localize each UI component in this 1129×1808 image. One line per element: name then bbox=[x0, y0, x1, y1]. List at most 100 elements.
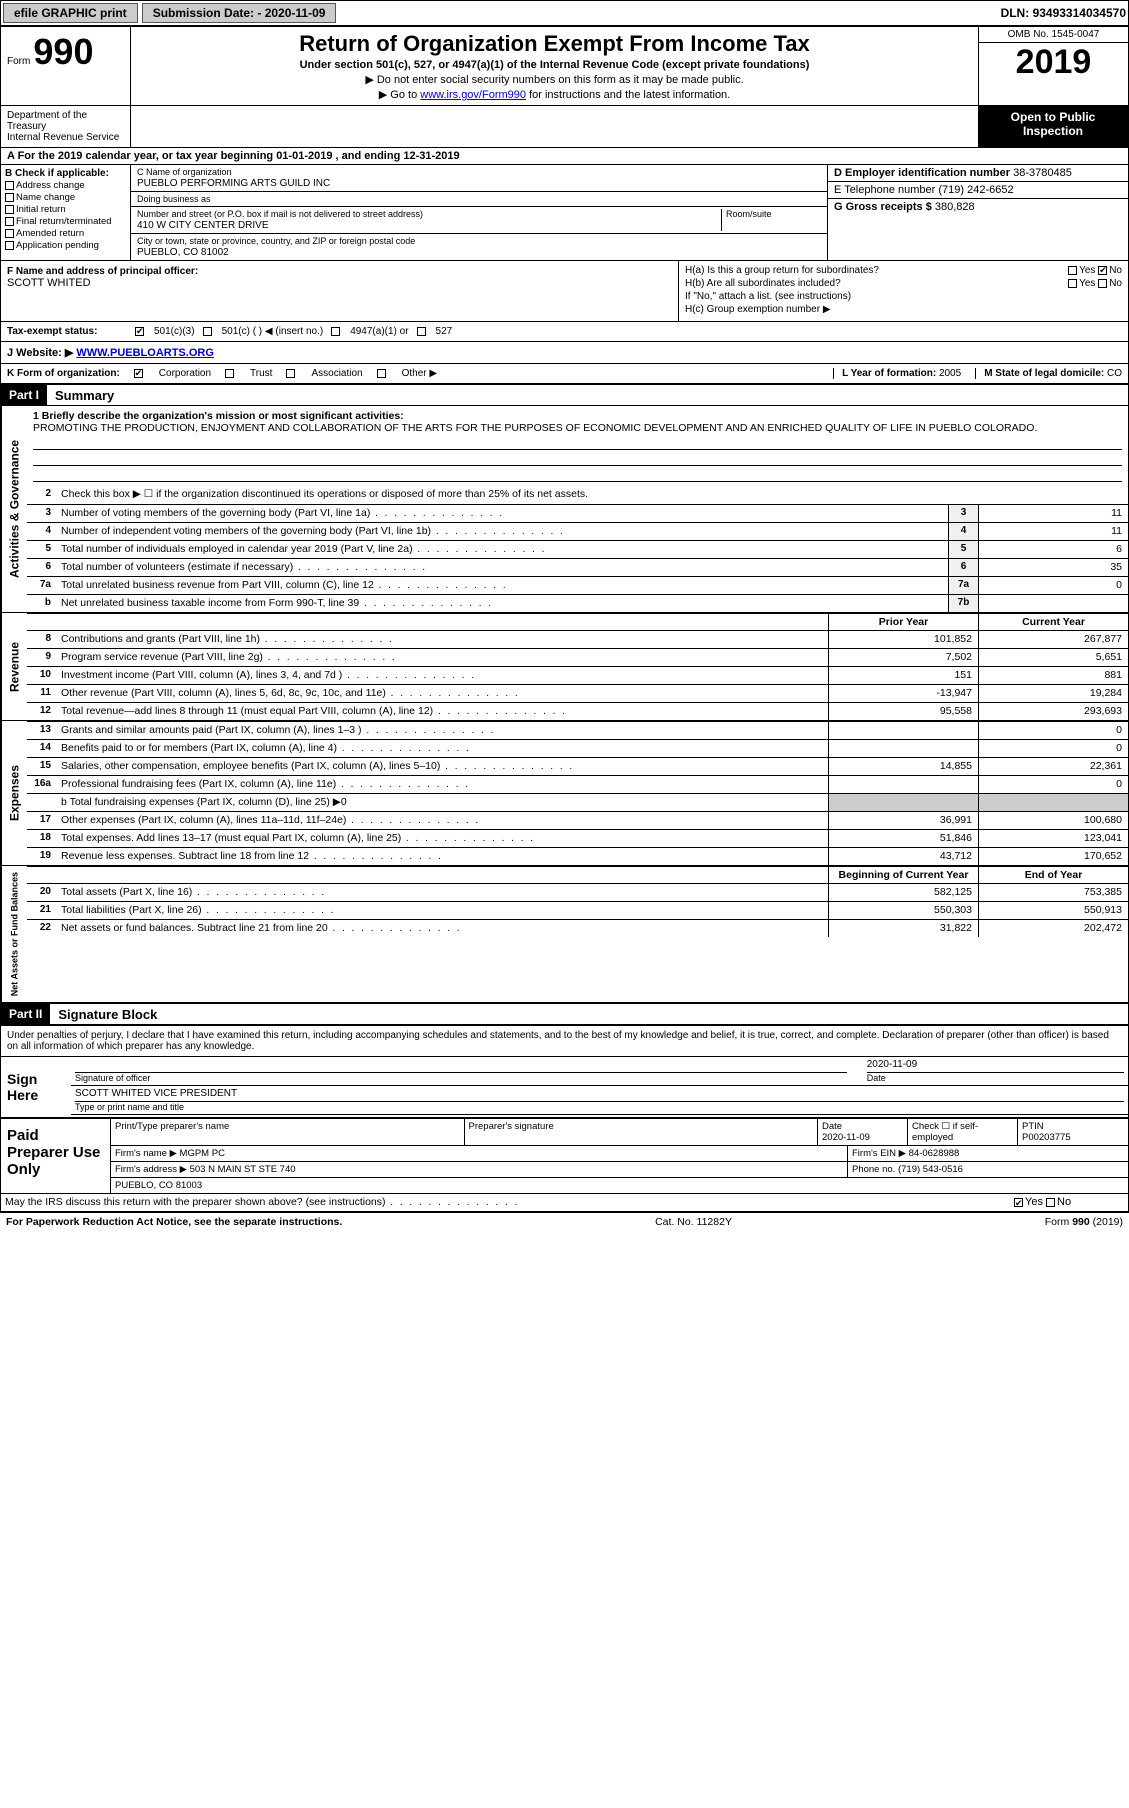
submission-date-button[interactable]: Submission Date: - 2020-11-09 bbox=[142, 3, 337, 23]
line1-brief: 1 Briefly describe the organization's mi… bbox=[27, 406, 1128, 486]
line-b: b Net unrelated business taxable income … bbox=[27, 594, 1128, 612]
org-name-label: C Name of organization bbox=[137, 167, 821, 177]
check-amended[interactable]: Amended return bbox=[5, 228, 126, 239]
revenue-headers: Prior Year Current Year bbox=[27, 613, 1128, 630]
efile-button[interactable]: efile GRAPHIC print bbox=[3, 3, 138, 23]
discuss-no-check[interactable] bbox=[1046, 1198, 1055, 1207]
current-year-header: Current Year bbox=[978, 614, 1128, 630]
ptin: P00203775 bbox=[1022, 1132, 1071, 1143]
form-note1: ▶ Do not enter social security numbers o… bbox=[137, 73, 972, 86]
line-6: 6 Total number of volunteers (estimate i… bbox=[27, 558, 1128, 576]
tax-year: 2019 bbox=[979, 43, 1128, 82]
discuss-row: May the IRS discuss this return with the… bbox=[1, 1193, 1128, 1211]
street: 410 W CITY CENTER DRIVE bbox=[137, 220, 269, 231]
block-b: B Check if applicable: Address change Na… bbox=[1, 165, 131, 260]
gross-label: G Gross receipts $ bbox=[834, 201, 935, 213]
paid-preparer-block: Paid Preparer Use Only Print/Type prepar… bbox=[1, 1117, 1128, 1193]
check-address-change[interactable]: Address change bbox=[5, 180, 126, 191]
pname-label: Print/Type preparer's name bbox=[115, 1121, 229, 1132]
principal-officer: F Name and address of principal officer:… bbox=[1, 261, 678, 321]
tax-status-row: Tax-exempt status: 501(c)(3) 501(c) ( ) … bbox=[1, 321, 1128, 341]
signature-officer[interactable] bbox=[75, 1059, 847, 1073]
ha-no-check[interactable] bbox=[1098, 266, 1107, 275]
dept1: Department of the Treasury bbox=[7, 110, 87, 132]
dept-treasury: Department of the Treasury Internal Reve… bbox=[1, 106, 131, 147]
korg-label: K Form of organization: bbox=[7, 368, 120, 379]
line-8: 8 Contributions and grants (Part VIII, l… bbox=[27, 630, 1128, 648]
psig-label: Preparer's signature bbox=[469, 1121, 554, 1132]
principal-name: SCOTT WHITED bbox=[7, 277, 91, 289]
ha-yes-check[interactable] bbox=[1068, 266, 1077, 275]
room-label: Room/suite bbox=[726, 209, 821, 219]
hb-no-check[interactable] bbox=[1098, 279, 1107, 288]
activities-governance: Activities & Governance 1 Briefly descri… bbox=[1, 405, 1128, 612]
line16b: b Total fundraising expenses (Part IX, c… bbox=[57, 794, 828, 811]
check-other[interactable] bbox=[377, 369, 386, 378]
side-ag: Activities & Governance bbox=[1, 406, 27, 612]
note2-post: for instructions and the latest informat… bbox=[526, 89, 730, 101]
check-trust[interactable] bbox=[225, 369, 234, 378]
name-title-label: Type or print name and title bbox=[75, 1102, 184, 1112]
omb-number: OMB No. 1545-0047 bbox=[979, 27, 1128, 43]
revenue-section: Revenue Prior Year Current Year 8 Contri… bbox=[1, 612, 1128, 720]
topbar: efile GRAPHIC print Submission Date: - 2… bbox=[0, 0, 1129, 26]
form-subtitle: Under section 501(c), 527, or 4947(a)(1)… bbox=[137, 59, 972, 71]
side-revenue: Revenue bbox=[1, 613, 27, 720]
pcheck[interactable]: Check ☐ if self-employed bbox=[912, 1121, 978, 1143]
addr2: PUEBLO, CO 81003 bbox=[115, 1180, 202, 1191]
line-17: 17 Other expenses (Part IX, column (A), … bbox=[27, 811, 1128, 829]
block-bcd: B Check if applicable: Address change Na… bbox=[1, 164, 1128, 260]
submission-date: 2020-11-09 bbox=[265, 6, 326, 20]
check-corporation[interactable] bbox=[134, 369, 143, 378]
irs-link[interactable]: www.irs.gov/Form990 bbox=[420, 89, 526, 101]
part2-tag: Part II bbox=[1, 1004, 50, 1024]
discuss-text: May the IRS discuss this return with the… bbox=[5, 1196, 519, 1208]
check-501c3[interactable] bbox=[135, 327, 144, 336]
dln-value: 93493314034570 bbox=[1033, 6, 1126, 20]
check-final-return[interactable]: Final return/terminated bbox=[5, 216, 126, 227]
dom-label: M State of legal domicile: bbox=[984, 368, 1107, 379]
line-14: 14 Benefits paid to or for members (Part… bbox=[27, 739, 1128, 757]
website-link[interactable]: WWW.PUEBLOARTS.ORG bbox=[76, 347, 214, 359]
phone-label: Phone no. bbox=[852, 1164, 898, 1175]
side-expenses: Expenses bbox=[1, 721, 27, 865]
discuss-yes-check[interactable] bbox=[1014, 1198, 1023, 1207]
street-label: Number and street (or P.O. box if mail i… bbox=[137, 209, 721, 219]
addr1: 503 N MAIN ST STE 740 bbox=[190, 1164, 296, 1175]
check-association[interactable] bbox=[286, 369, 295, 378]
check-501c[interactable] bbox=[203, 327, 212, 336]
name-title: SCOTT WHITED VICE PRESIDENT bbox=[75, 1088, 1124, 1102]
period-row: A For the 2019 calendar year, or tax yea… bbox=[1, 147, 1128, 164]
tel: (719) 242-6652 bbox=[938, 184, 1013, 196]
dln-label: DLN: bbox=[1001, 6, 1033, 20]
form-note2: ▶ Go to www.irs.gov/Form990 for instruct… bbox=[137, 88, 972, 101]
check-initial-return[interactable]: Initial return bbox=[5, 204, 126, 215]
ptin-label: PTIN bbox=[1022, 1121, 1044, 1132]
ein: 38-3780485 bbox=[1013, 167, 1072, 179]
principal-h-row: F Name and address of principal officer:… bbox=[1, 260, 1128, 321]
open-inspection: Open to Public Inspection bbox=[978, 106, 1128, 147]
ein-label: D Employer identification number bbox=[834, 167, 1010, 179]
line-3: 3 Number of voting members of the govern… bbox=[27, 504, 1128, 522]
bcy-header: Beginning of Current Year bbox=[828, 867, 978, 883]
line2-num: 2 bbox=[27, 486, 57, 504]
dept2: Internal Revenue Service bbox=[7, 132, 119, 143]
check-name-change[interactable]: Name change bbox=[5, 192, 126, 203]
firm-label: Firm's name ▶ bbox=[115, 1148, 180, 1159]
omb-box: OMB No. 1545-0047 2019 bbox=[978, 27, 1128, 105]
submission-label: Submission Date: - bbox=[153, 6, 265, 20]
check-4947[interactable] bbox=[331, 327, 340, 336]
hb-label: H(b) Are all subordinates included? bbox=[685, 278, 841, 289]
expenses-section: Expenses 13 Grants and similar amounts p… bbox=[1, 720, 1128, 865]
line-11: 11 Other revenue (Part VIII, column (A),… bbox=[27, 684, 1128, 702]
website-label: J Website: ▶ bbox=[7, 347, 73, 359]
part1-tag: Part I bbox=[1, 385, 47, 405]
sig-date-label: Date bbox=[867, 1073, 886, 1083]
pdate-label: Date bbox=[822, 1121, 842, 1132]
line-20: 20 Total assets (Part X, line 16) 582,12… bbox=[27, 883, 1128, 901]
check-application-pending[interactable]: Application pending bbox=[5, 240, 126, 251]
hb-yes-check[interactable] bbox=[1068, 279, 1077, 288]
sig-officer-label: Signature of officer bbox=[75, 1073, 150, 1083]
check-527[interactable] bbox=[417, 327, 426, 336]
part1-title: Summary bbox=[55, 388, 114, 403]
